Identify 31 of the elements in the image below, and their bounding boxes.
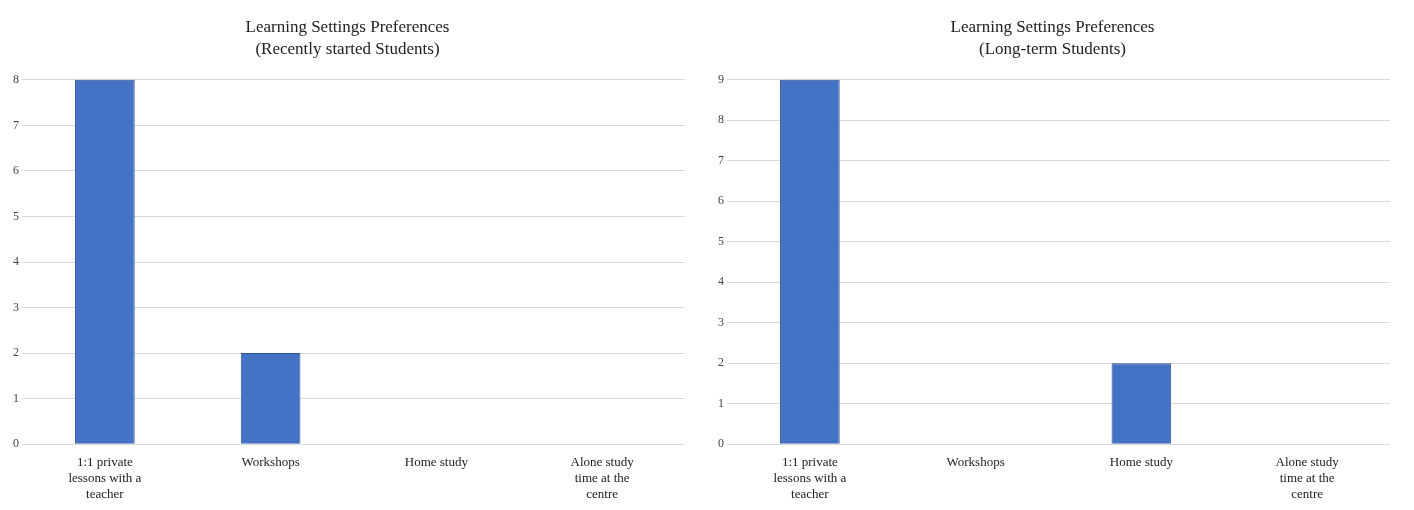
y-tick-label: 9 — [718, 71, 724, 86]
y-tick-label: 5 — [13, 208, 19, 223]
y-tick-label: 0 — [13, 436, 19, 451]
x-tick-label: Workshops — [241, 454, 300, 470]
x-tick-label: Alone study time at the centre — [1275, 454, 1340, 501]
x-tick-label: Home study — [1109, 454, 1174, 470]
y-tick-label: 3 — [718, 314, 724, 329]
x-tick-label: Workshops — [946, 454, 1005, 470]
y-tick-label: 1 — [13, 390, 19, 405]
y-tick-label: 5 — [718, 233, 724, 248]
y-tick-label: 7 — [718, 152, 724, 167]
y-tick-label: 3 — [13, 299, 19, 314]
chart-subtitle: (Long-term Students) — [979, 39, 1126, 59]
y-tick-label: 8 — [718, 112, 724, 127]
x-tick-label: 1:1 private lessons with a teacher — [68, 454, 142, 501]
y-tick-label: 2 — [718, 355, 724, 370]
y-tick-label: 2 — [13, 345, 19, 360]
y-tick-label: 0 — [718, 436, 724, 451]
y-tick-label: 4 — [718, 274, 724, 289]
y-tick-label: 6 — [718, 193, 724, 208]
chart-subtitle: (Recently started Students) — [255, 39, 440, 59]
chart-title: Learning Settings Preferences — [950, 16, 1155, 36]
chart-title: Learning Settings Preferences — [245, 16, 450, 36]
x-tick-label: 1:1 private lessons with a teacher — [773, 454, 847, 501]
x-tick-label: Alone study time at the centre — [570, 454, 635, 501]
y-tick-label: 7 — [13, 117, 19, 132]
y-tick-label: 1 — [718, 395, 724, 410]
y-tick-label: 6 — [13, 163, 19, 178]
y-tick-label: 8 — [13, 71, 19, 86]
y-tick-label: 4 — [13, 254, 19, 269]
x-tick-label: Home study — [404, 454, 469, 470]
